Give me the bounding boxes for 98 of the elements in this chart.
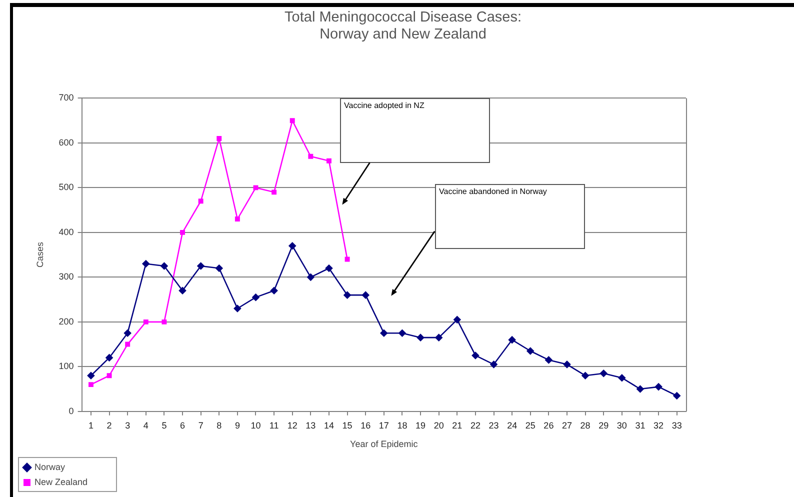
x-tick-label: 29	[598, 420, 609, 430]
x-tick-label: 10	[250, 420, 261, 430]
x-axis-title: Year of Epidemic	[350, 439, 418, 450]
point	[160, 262, 168, 270]
point	[178, 286, 186, 294]
point	[398, 329, 406, 337]
note-box: Vaccine abandoned in Norway	[435, 184, 585, 249]
x-tick-label: 26	[544, 420, 554, 430]
legend-label: New Zealand	[34, 476, 88, 487]
x-tick-label: 28	[580, 420, 590, 430]
y-tick-label: 0	[68, 406, 74, 416]
x-tick-label: 3	[125, 420, 130, 430]
x-tick-label: 12	[287, 420, 298, 430]
point	[106, 354, 113, 362]
x-tick-label: 31	[635, 420, 646, 430]
point	[180, 230, 185, 235]
point	[198, 198, 204, 204]
point	[325, 264, 333, 272]
x-tick-label: 21	[452, 420, 462, 430]
point	[673, 392, 681, 400]
point	[142, 260, 150, 268]
point	[344, 256, 350, 262]
x-tick-label: 2	[106, 420, 112, 430]
point	[416, 334, 424, 342]
point	[526, 347, 534, 355]
point	[435, 334, 443, 342]
x-tick-label: 22	[470, 420, 480, 430]
y-tick-label: 600	[58, 137, 74, 148]
point	[87, 372, 95, 380]
y-axis-title: Cases	[34, 242, 45, 268]
x-tick-label: 9	[234, 420, 240, 430]
x-tick-label: 33	[672, 420, 682, 430]
point	[582, 372, 590, 380]
x-tick-label: 13	[306, 420, 316, 430]
annotation: Vaccine abandoned in Norway	[439, 187, 547, 196]
point	[654, 383, 662, 390]
x-tick-label: 5	[162, 420, 167, 430]
x-tick-label: 7	[198, 420, 204, 430]
point	[162, 319, 167, 324]
y-tick-label: 100	[58, 361, 74, 372]
x-tick-label: 17	[378, 420, 389, 430]
point	[270, 286, 278, 294]
y-tick-label: 200	[58, 316, 74, 326]
chart-title: Total Meningococcal Disease Cases: Norway and New Zealand	[284, 10, 522, 43]
y-tick-label: 500	[58, 182, 74, 192]
point	[234, 216, 240, 222]
point	[306, 273, 314, 281]
x-tick-label: 1	[88, 420, 94, 430]
x-tick-label: 20	[434, 420, 444, 430]
x-tick-label: 15	[342, 420, 352, 430]
point	[362, 291, 370, 299]
point	[453, 316, 461, 324]
y-tick-label: 700	[58, 92, 74, 103]
point	[88, 382, 94, 388]
point	[508, 336, 516, 344]
point	[308, 154, 314, 159]
x-tick-label: 11	[269, 420, 279, 430]
point	[380, 329, 388, 337]
point	[234, 304, 242, 312]
point	[272, 190, 277, 195]
point	[326, 158, 332, 164]
legend-label: Norway	[34, 462, 66, 472]
x-tick-label: 23	[488, 420, 499, 430]
point	[290, 118, 295, 124]
x-tick-label: 30	[616, 420, 627, 430]
x-tick-label: 16	[360, 420, 371, 430]
point	[288, 242, 296, 250]
point	[490, 360, 498, 368]
x-tick-label: 14	[324, 420, 334, 430]
point	[472, 352, 480, 360]
y-tick-label: 400	[58, 226, 74, 237]
x-tick-label: 18	[397, 420, 408, 430]
point	[143, 319, 148, 324]
point	[618, 374, 626, 382]
x-tick-label: 19	[416, 420, 426, 430]
point	[344, 291, 351, 299]
point	[216, 136, 222, 141]
x-tick-label: 27	[562, 420, 572, 430]
note-box: Vaccine adopted in NZ	[340, 98, 490, 163]
point	[636, 385, 644, 393]
annotation: Vaccine adopted in NZ	[344, 101, 424, 110]
x-tick-label: 25	[525, 420, 536, 430]
point	[106, 373, 112, 378]
point	[563, 360, 571, 368]
x-tick-label: 8	[216, 420, 222, 430]
point	[215, 264, 223, 272]
x-tick-label: 32	[654, 420, 664, 430]
point	[124, 329, 132, 337]
point	[125, 342, 130, 347]
point	[544, 356, 552, 364]
point	[197, 262, 205, 270]
y-tick-label: 300	[58, 272, 74, 282]
point	[252, 294, 260, 302]
point	[253, 185, 258, 190]
x-tick-label: 4	[143, 420, 148, 430]
x-tick-label: 6	[180, 420, 186, 430]
x-tick-label: 24	[507, 420, 518, 430]
point	[600, 370, 608, 378]
